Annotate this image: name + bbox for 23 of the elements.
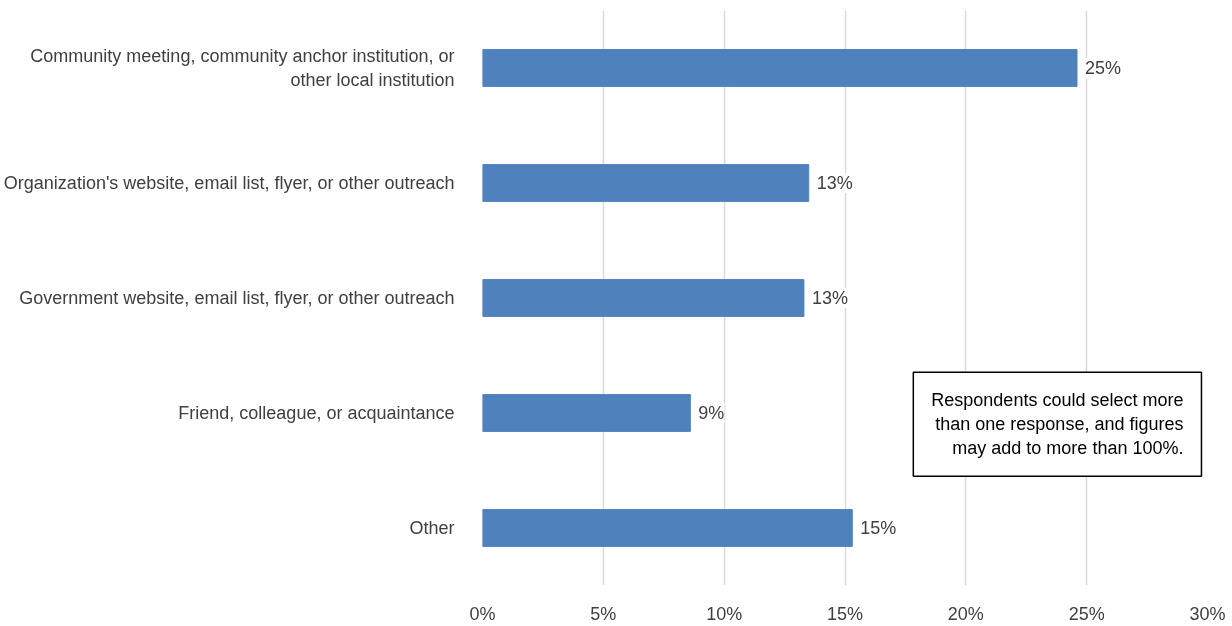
y-tick-label: Organization's website, email list, flyer, or other outreach — [3, 173, 455, 193]
x-tick-label: 0% — [469, 603, 496, 624]
data-label: 15% — [860, 518, 897, 538]
bar — [482, 509, 853, 547]
data-label: 13% — [816, 173, 853, 193]
data-label: 25% — [1085, 58, 1122, 78]
bar — [482, 394, 691, 432]
y-tick-label: Government website, email list, flyer, or other outreach — [19, 288, 455, 308]
y-tick-label: Community meeting, community anchor institution, or other local institution — [30, 46, 455, 90]
x-tick-label: 10% — [706, 603, 743, 624]
x-tick-label: 25% — [1068, 603, 1105, 624]
data-label: 9% — [698, 403, 725, 423]
x-tick-label: 15% — [826, 603, 864, 624]
y-tick-label: Friend, colleague, or acquaintance — [178, 403, 455, 423]
bar — [482, 279, 805, 317]
x-tick-label: 20% — [947, 603, 984, 624]
bar — [482, 164, 810, 202]
bar — [482, 49, 1078, 87]
data-label: 13% — [811, 288, 848, 308]
x-tick-label: 5% — [590, 603, 617, 624]
annotation: Respondents could select more than one response, and figures may add to more than 100%. — [931, 390, 1184, 459]
x-tick-label: 30% — [1189, 603, 1226, 624]
y-tick-label: Other — [409, 518, 455, 538]
